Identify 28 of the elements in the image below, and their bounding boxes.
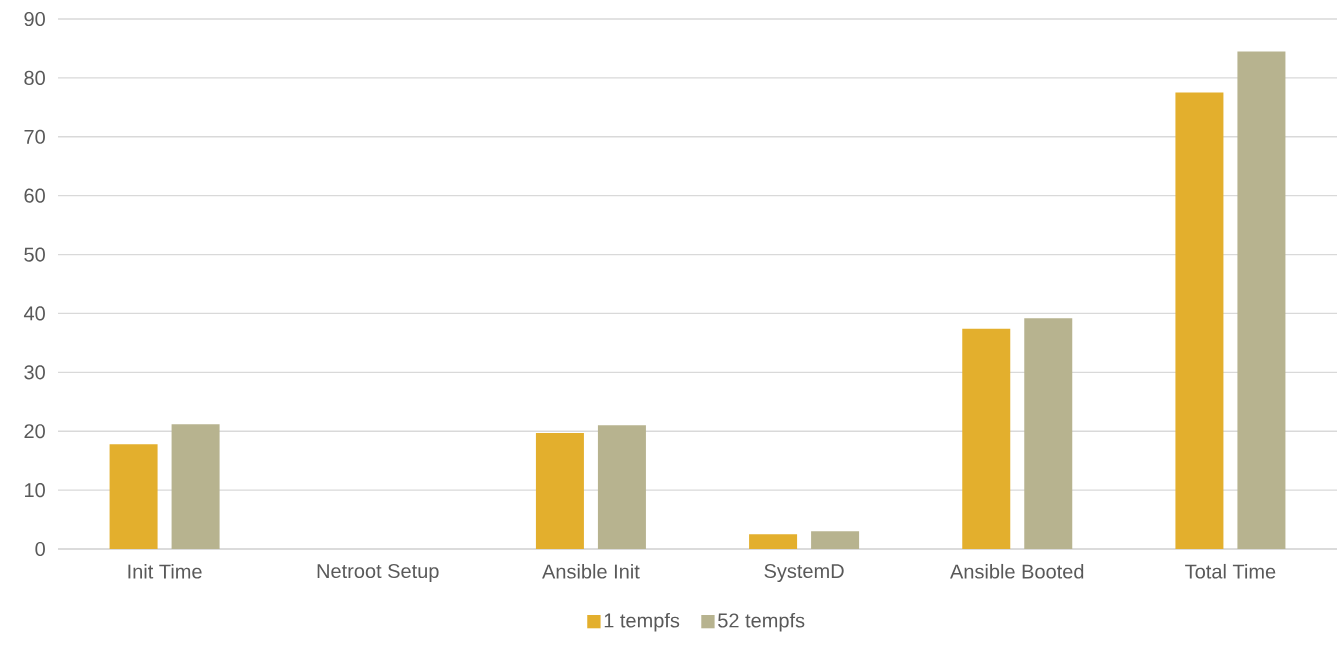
- bar: [597, 425, 646, 549]
- bar: [109, 444, 158, 549]
- y-tick-label: 10: [25, 483, 45, 498]
- bar: [811, 531, 860, 549]
- x-tick-label: Netroot Setup: [317, 563, 439, 583]
- legend-label: 52 tempfs: [718, 612, 805, 632]
- bar: [1024, 318, 1073, 549]
- y-tick-label: 80: [24, 70, 45, 85]
- y-tick-label: 60: [24, 188, 45, 203]
- bar: [171, 424, 220, 549]
- x-tick-label: Ansible Booted: [950, 563, 1084, 579]
- y-tick-label: 50: [24, 247, 45, 262]
- y-tick-label: 40: [23, 306, 45, 321]
- x-tick-label: Init Time: [128, 563, 202, 579]
- y-tick-label: 20: [24, 424, 45, 439]
- y-tick-label: 30: [24, 365, 45, 380]
- bar: [749, 534, 798, 549]
- x-tick-label: Ansible Init: [542, 563, 640, 579]
- x-tick-label: Total Time: [1185, 563, 1276, 579]
- bar: [535, 432, 584, 549]
- bar: [1237, 51, 1286, 549]
- y-tick-label: 70: [24, 129, 45, 144]
- bar: [1175, 92, 1224, 549]
- y-tick-label: 90: [24, 11, 45, 27]
- y-tick-label: 0: [35, 541, 45, 557]
- legend-label: 1 tempfs: [604, 612, 680, 632]
- bar: [962, 328, 1011, 549]
- x-tick-label: SystemD: [764, 563, 844, 583]
